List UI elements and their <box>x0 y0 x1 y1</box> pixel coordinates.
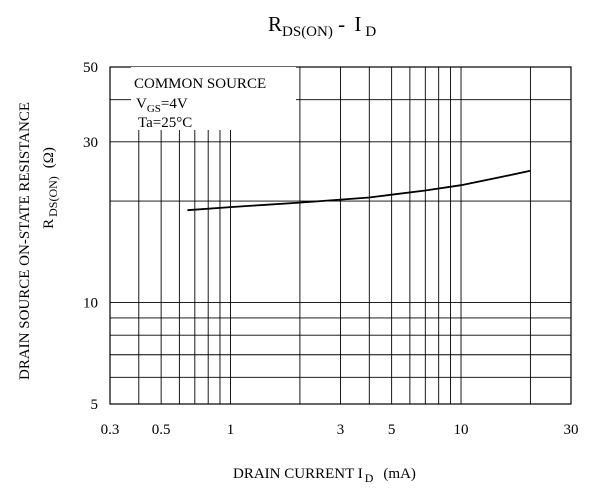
plot-frame <box>109 66 572 405</box>
x-tick-label: 1 <box>227 422 235 438</box>
x-tick-label: 30 <box>564 422 579 438</box>
y-tick-label: 50 <box>83 60 98 76</box>
series-line-1 <box>187 169 531 212</box>
chart-title-sep: - <box>333 12 351 36</box>
x-tick-label: 3 <box>337 422 345 438</box>
annotation-line-2-v: V <box>136 96 147 112</box>
annotation-line-2-rest: =4V <box>161 96 188 112</box>
x-tick-label: 10 <box>454 422 469 438</box>
y-axis-label-unit: (Ω) <box>41 147 57 168</box>
y-axis-label-sub: DS(ON) <box>46 176 60 217</box>
y-tick-label: 5 <box>91 397 99 413</box>
chart-title-main: R <box>268 12 282 36</box>
chart-title-sub2: D <box>365 24 376 40</box>
chart-title-sub: DS(ON) <box>282 24 333 40</box>
annotation-line-3: Ta=25°C <box>138 115 192 131</box>
annotation-line-2-sub: GS <box>147 103 161 115</box>
y-axis-label-main: R <box>41 219 57 229</box>
annotation-box <box>131 67 296 130</box>
annotation-line-3-text: Ta=25°C <box>138 115 192 131</box>
y-axis-label-line1: DRAIN SOURCE ON-STATE RESISTANCE <box>17 102 33 380</box>
x-tick-label: 0.3 <box>101 422 120 438</box>
y-tick-label: 30 <box>83 135 98 151</box>
x-axis-label-main: DRAIN CURRENT I <box>233 466 363 482</box>
annotation-line-1: COMMON SOURCE <box>134 76 266 92</box>
chart-title-main2: I <box>354 12 361 36</box>
annotation-line-1-text: COMMON SOURCE <box>134 76 266 92</box>
x-axis-label-sub: D <box>365 471 374 485</box>
annotation-line-2: VGS=4V <box>136 96 188 115</box>
series-group <box>187 169 531 212</box>
y-tick-label: 10 <box>83 296 98 312</box>
y-axis-label-line2: R DS(ON) (Ω) <box>41 147 60 229</box>
x-axis-label-unit: (mA) <box>383 466 416 482</box>
x-axis-label: DRAIN CURRENT I D (mA) <box>233 466 416 485</box>
tick-labels: 0.3 0.5 1 3 5 10 30 5 10 30 50 <box>83 60 579 438</box>
x-tick-label: 5 <box>388 422 396 438</box>
x-tick-label: 0.5 <box>152 422 171 438</box>
